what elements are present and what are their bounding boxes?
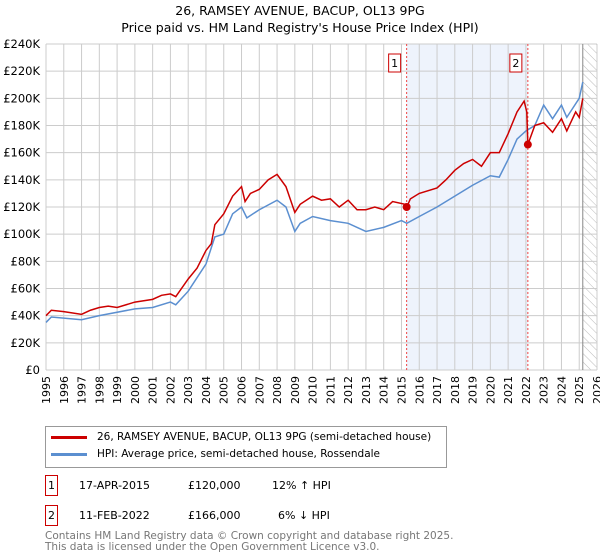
x-tick-label: 2012 xyxy=(342,376,355,404)
x-tick-label: 1999 xyxy=(111,376,124,404)
y-tick-label: £140K xyxy=(3,173,40,187)
y-tick-label: £240K xyxy=(3,37,40,51)
x-tick-label: 2006 xyxy=(236,376,249,404)
x-tick-label: 2019 xyxy=(467,376,480,404)
legend-item-hpi: HPI: Average price, semi-detached house,… xyxy=(51,448,380,460)
transaction-row: 2 11-FEB-2022 £166,000 6% ↓ HPI xyxy=(45,505,545,526)
chart-subtitle: Price paid vs. HM Land Registry's House … xyxy=(121,20,479,35)
transaction-hpi: 12% ↑ HPI xyxy=(272,479,331,492)
x-tick-label: 2001 xyxy=(147,376,160,404)
y-tick-label: £100K xyxy=(3,227,40,241)
y-tick-label: £180K xyxy=(3,119,40,133)
sale-marker-label: 1 xyxy=(391,57,398,70)
x-tick-label: 2009 xyxy=(289,376,302,404)
footer-copyright: Contains HM Land Registry data © Crown c… xyxy=(45,530,454,542)
x-tick-label: 2011 xyxy=(324,376,337,404)
x-tick-label: 2014 xyxy=(378,376,391,404)
series-line xyxy=(45,81,584,323)
y-tick-label: £200K xyxy=(3,91,40,105)
x-tick-label: 2024 xyxy=(555,376,568,404)
x-tick-label: 2016 xyxy=(413,376,426,404)
transaction-marker: 1 xyxy=(45,475,58,496)
x-tick-label: 2008 xyxy=(271,376,284,404)
sale-point xyxy=(523,140,532,149)
x-tick-label: 2002 xyxy=(164,376,177,404)
y-tick-label: £80K xyxy=(11,254,41,268)
transaction-hpi: 6% ↓ HPI xyxy=(278,509,330,522)
x-tick-label: 2021 xyxy=(502,376,515,404)
transaction-price: £166,000 xyxy=(188,509,241,522)
sale-marker-box xyxy=(388,53,402,73)
transaction-date: 11-FEB-2022 xyxy=(79,509,150,522)
x-tick-label: 2022 xyxy=(520,376,533,404)
transaction-price: £120,000 xyxy=(188,479,241,492)
x-tick-label: 2026 xyxy=(591,376,600,404)
x-tick-label: 2013 xyxy=(360,376,373,404)
x-tick-label: 2025 xyxy=(573,376,586,404)
y-tick-label: £120K xyxy=(3,200,40,214)
x-tick-label: 1997 xyxy=(76,376,89,404)
y-tick-label: £220K xyxy=(3,64,40,78)
series-line xyxy=(45,98,584,317)
x-tick-label: 2003 xyxy=(182,376,195,404)
sale-marker-box xyxy=(509,53,523,73)
y-tick-label: £40K xyxy=(11,309,41,323)
x-tick-label: 2007 xyxy=(253,376,266,404)
legend: 26, RAMSEY AVENUE, BACUP, OL13 9PG (semi… xyxy=(45,426,447,468)
footer: Contains HM Land Registry data © Crown c… xyxy=(45,531,453,553)
y-tick-label: £160K xyxy=(3,146,40,160)
legend-swatch xyxy=(51,452,87,456)
x-tick-label: 2004 xyxy=(200,376,213,404)
x-tick-label: 2000 xyxy=(129,376,142,404)
price-chart: 1995 1996 1997 1998 1999 2000 2001 2002 2003 2004… xyxy=(3,37,600,404)
legend-label: HPI: Average price, semi-detached house,… xyxy=(97,448,381,460)
legend-label: 26, RAMSEY AVENUE, BACUP, OL13 9PG (semi… xyxy=(97,431,432,443)
legend-item-property: 26, RAMSEY AVENUE, BACUP, OL13 9PG (semi… xyxy=(51,431,431,443)
transaction-marker: 2 xyxy=(45,505,58,526)
x-tick-label: 2010 xyxy=(307,376,320,404)
legend-swatch xyxy=(51,435,87,439)
x-tick-label: 2018 xyxy=(449,376,462,404)
chart-title: 26, RAMSEY AVENUE, BACUP, OL13 9PG xyxy=(175,3,425,18)
sale-point xyxy=(402,203,411,211)
transaction-date: 17-APR-2015 xyxy=(79,479,151,492)
x-tick-label: 2015 xyxy=(395,376,408,404)
y-tick-label: £0 xyxy=(25,363,40,377)
x-tick-label: 2017 xyxy=(431,376,444,404)
x-tick-label: 2020 xyxy=(484,376,497,404)
x-tick-label: 2023 xyxy=(538,376,551,404)
x-tick-label: 1996 xyxy=(58,376,71,404)
y-tick-label: £20K xyxy=(11,336,41,350)
x-tick-label: 1995 xyxy=(40,376,53,404)
y-tick-label: £60K xyxy=(11,282,41,296)
x-tick-label: 2005 xyxy=(218,376,231,404)
x-tick-label: 1998 xyxy=(93,376,106,404)
footer-licence: This data is licensed under the Open Gov… xyxy=(45,541,380,553)
sale-marker-label: 2 xyxy=(512,57,519,70)
transaction-row: 1 17-APR-2015 £120,000 12% ↑ HPI xyxy=(45,475,545,496)
